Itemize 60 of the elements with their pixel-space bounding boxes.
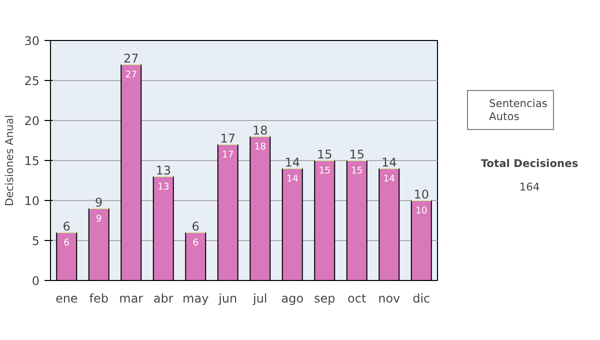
x-tick-label: nov — [378, 292, 400, 306]
bar — [120, 64, 142, 280]
y-tick-label: 30 — [24, 34, 40, 48]
text: Sentencias — [489, 97, 548, 110]
data-label: 14 — [383, 174, 396, 184]
total-label: 6 — [192, 220, 200, 234]
x-tick-label: mar — [119, 292, 144, 306]
total-label: 13 — [156, 164, 172, 178]
bar — [185, 232, 206, 280]
data-label: 10 — [415, 206, 428, 216]
x-tick-label: feb — [89, 292, 108, 306]
total-label: 27 — [123, 52, 139, 66]
x-tick-label: ene — [55, 292, 78, 306]
data-label: 15 — [318, 166, 331, 176]
text: 164 — [519, 180, 540, 194]
bar — [282, 168, 303, 280]
x-tick-label: abr — [153, 292, 174, 306]
total-label: 17 — [220, 132, 236, 146]
bar — [378, 168, 400, 280]
bar — [410, 200, 432, 280]
y-tick-label: 5 — [32, 234, 40, 248]
total-label: 14 — [381, 156, 397, 170]
data-label: 15 — [350, 166, 363, 176]
bar — [346, 160, 368, 280]
x-tick-label: oct — [348, 292, 366, 306]
data-label: 14 — [286, 174, 298, 184]
total-label: 15 — [349, 148, 365, 162]
text: Total Decisiones — [480, 157, 578, 170]
data-label: 18 — [254, 142, 266, 152]
bar — [217, 144, 238, 280]
total-label: 14 — [284, 156, 300, 170]
total-label: 15 — [316, 148, 332, 162]
y-tick-label: 25 — [24, 74, 40, 88]
data-label: 13 — [157, 182, 170, 192]
x-tick-label: sep — [314, 292, 336, 306]
data-label: 6 — [192, 238, 199, 248]
data-label: 17 — [222, 150, 234, 160]
bar — [250, 136, 271, 280]
x-tick-label: ago — [281, 292, 304, 306]
x-tick-label: jul — [252, 292, 268, 306]
x-tick-label: dic — [412, 292, 430, 306]
y-tick-label: 15 — [24, 154, 40, 168]
bar — [314, 160, 336, 280]
y-tick-label: 0 — [32, 274, 40, 288]
bar — [88, 208, 110, 280]
data-label: 6 — [64, 238, 70, 248]
total-label: 10 — [414, 188, 430, 202]
text: Autos — [489, 110, 520, 123]
data-label: 27 — [125, 70, 138, 80]
x-tick-label: may — [182, 292, 209, 306]
bar — [56, 232, 78, 280]
bar — [152, 176, 174, 280]
data-label: 9 — [96, 214, 102, 224]
x-tick-label: jun — [218, 292, 238, 306]
total-label: 6 — [62, 220, 70, 234]
y-tick-label: 20 — [24, 114, 40, 128]
y-axis-title: Decisiones Anual — [3, 114, 16, 206]
y-tick-label: 10 — [24, 194, 40, 208]
total-label: 18 — [252, 124, 268, 138]
total-label: 9 — [95, 196, 103, 210]
